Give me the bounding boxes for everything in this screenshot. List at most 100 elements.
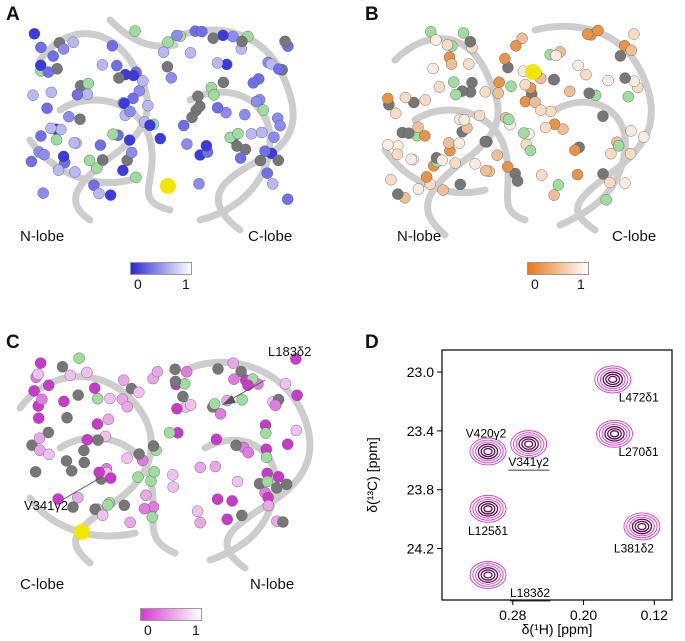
residue-sphere xyxy=(45,86,58,99)
residue-sphere xyxy=(184,399,197,411)
residue-sphere xyxy=(535,169,548,181)
residue-sphere xyxy=(273,63,285,75)
contour-line xyxy=(475,565,501,585)
residue-sphere xyxy=(597,110,609,122)
residue-sphere xyxy=(236,394,248,406)
residue-sphere xyxy=(118,97,130,110)
residue-sphere xyxy=(169,375,182,388)
peak-label: L125δ1 xyxy=(468,524,508,538)
residue-sphere xyxy=(163,426,176,439)
nmr-peak xyxy=(469,437,507,466)
residue-sphere xyxy=(102,413,115,426)
residue-sphere xyxy=(89,503,101,515)
residue-sphere xyxy=(35,41,47,54)
residue-sphere xyxy=(499,52,511,65)
residue-sphere xyxy=(125,146,138,159)
x-tick-label: 0.12 xyxy=(641,607,668,623)
residue-sphere xyxy=(147,440,160,452)
residue-sphere xyxy=(56,361,69,373)
residue-sphere xyxy=(524,144,537,157)
residue-sphere xyxy=(57,43,70,55)
residue-sphere xyxy=(124,516,136,529)
residue-sphere xyxy=(194,461,207,474)
panel-b-right-lobe: C-lobe xyxy=(612,228,657,245)
residue-sphere xyxy=(437,184,449,196)
residue-sphere xyxy=(28,28,41,40)
residue-sphere xyxy=(226,495,238,507)
panel-c-right-lobe: N-lobe xyxy=(250,576,295,593)
contour-line xyxy=(605,373,621,386)
residue-sphere xyxy=(130,171,142,184)
contour-line xyxy=(510,430,548,459)
residue-sphere xyxy=(186,111,198,124)
residue-sphere xyxy=(55,123,67,136)
residue-sphere xyxy=(34,357,47,369)
panel-d: D 23.0 23.4 23.8 24.2 0.28 0.20 0.12 L472δ1 V4… xyxy=(355,328,685,641)
contour-line xyxy=(629,516,655,537)
panel-b-colorbar xyxy=(527,262,589,275)
residue-sphere xyxy=(250,95,263,108)
contour-line xyxy=(599,369,626,390)
panel-c: C L183δ2 V341γ2 C-lobe N-lobe 0 1 xyxy=(0,328,345,641)
contour-line xyxy=(608,375,618,384)
nmr-peak xyxy=(510,430,548,459)
residue-sphere xyxy=(67,36,79,48)
residue-sphere xyxy=(167,481,179,493)
plot-frame xyxy=(441,349,673,601)
residue-sphere xyxy=(612,140,625,152)
residue-sphere xyxy=(230,439,242,452)
panel-a-left-lobe: N-lobe xyxy=(20,228,65,245)
residue-sphere xyxy=(479,86,492,98)
residue-sphere xyxy=(96,154,109,166)
residue-sphere xyxy=(194,516,206,529)
residue-sphere xyxy=(91,418,104,430)
residue-sphere xyxy=(433,81,446,93)
contour-line xyxy=(469,561,507,589)
panel-b-label: B xyxy=(365,4,379,25)
residue-sphere xyxy=(622,90,634,103)
residue-sphere xyxy=(382,139,394,151)
panel-b-colorbar-max: 1 xyxy=(577,276,585,292)
residue-sphere xyxy=(445,58,458,70)
residue-sphere xyxy=(563,85,576,98)
residue-sphere xyxy=(638,131,650,143)
residue-sphere xyxy=(102,499,114,511)
residue-sphere xyxy=(261,475,274,488)
residue-sphere xyxy=(247,77,260,89)
residue-sphere xyxy=(162,36,174,48)
panel-b: B N-lobe C-lobe 0 1 xyxy=(355,0,685,300)
residue-sphere xyxy=(419,94,432,106)
contour-line xyxy=(607,428,622,440)
residue-sphere xyxy=(480,164,492,177)
residue-sphere xyxy=(544,105,557,118)
residue-sphere xyxy=(207,32,219,44)
residue-sphere xyxy=(441,39,454,51)
residue-sphere xyxy=(166,469,179,481)
residue-sphere xyxy=(282,193,294,205)
residue-sphere xyxy=(104,189,117,201)
residue-sphere xyxy=(458,114,470,126)
residue-sphere xyxy=(63,110,75,123)
y-axis-label: δ(¹³C) [ppm] xyxy=(364,437,380,512)
contour-line xyxy=(604,425,625,442)
residue-sphere xyxy=(454,178,467,191)
panel-c-structure xyxy=(16,352,314,572)
residue-sphere xyxy=(58,395,70,408)
residue-sphere xyxy=(242,446,255,459)
contour-line xyxy=(631,518,653,535)
residue-sphere xyxy=(61,411,73,424)
contour-line xyxy=(472,563,504,587)
residue-sphere xyxy=(469,158,481,170)
panel-a-label: A xyxy=(6,4,20,25)
panel-a-structure xyxy=(25,16,297,234)
residue-sphere xyxy=(106,40,119,52)
contour-line xyxy=(480,503,496,515)
residue-sphere xyxy=(52,164,65,176)
residue-sphere xyxy=(425,26,437,38)
residue-sphere xyxy=(211,57,224,69)
contour-line xyxy=(609,430,620,438)
nmr-spectrum: 23.0 23.4 23.8 24.2 0.28 0.20 0.12 L472δ1 V420… xyxy=(364,349,673,637)
residue-sphere xyxy=(104,392,116,405)
peak-label: L381δ2 xyxy=(614,541,654,555)
residue-sphere xyxy=(260,427,272,439)
